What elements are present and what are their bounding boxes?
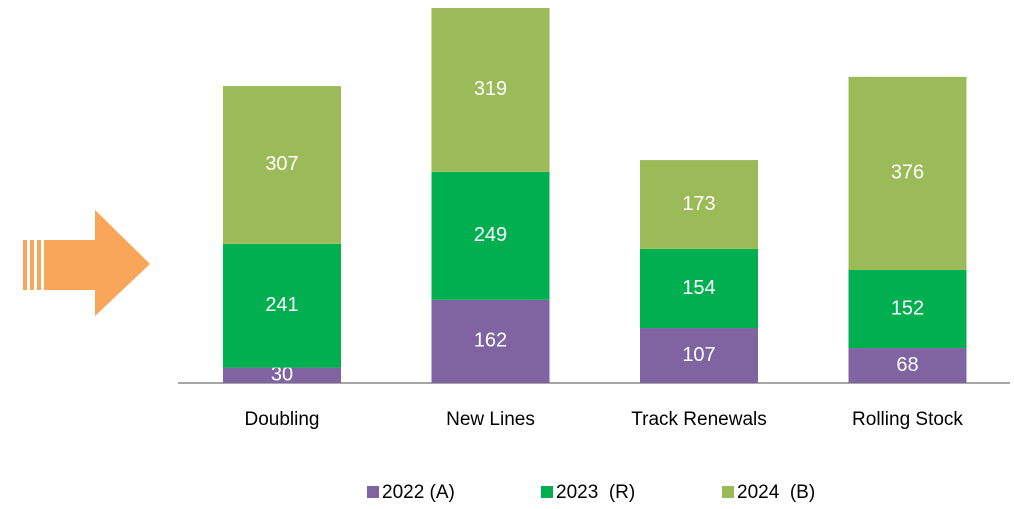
bar-segment — [848, 348, 967, 383]
data-label: 107 — [682, 344, 715, 366]
data-label: 319 — [474, 78, 507, 100]
x-tick-label: Doubling — [245, 409, 320, 430]
data-label: 249 — [474, 224, 507, 246]
data-label: 30 — [271, 363, 293, 385]
bar-segment — [640, 328, 758, 383]
arrow-icon — [23, 210, 150, 316]
data-label: 241 — [265, 294, 298, 316]
x-tick-label: New Lines — [446, 409, 535, 430]
data-label: 376 — [891, 162, 924, 184]
legend-swatch — [541, 486, 553, 498]
bar-segment — [223, 86, 341, 244]
bar-segment — [640, 248, 758, 329]
legend-swatch — [722, 486, 734, 498]
bar-segment — [431, 171, 550, 300]
legend-label: 2022 (A) — [382, 482, 455, 503]
legend-label: 2023 (R) — [556, 482, 635, 503]
data-label: 173 — [682, 193, 715, 215]
x-tick-label: Track Renewals — [631, 409, 767, 430]
bar-segment — [848, 76, 967, 270]
x-tick-label: Rolling Stock — [852, 409, 963, 430]
data-label: 162 — [474, 330, 507, 352]
bar-segment — [431, 8, 550, 172]
data-label: 68 — [896, 354, 918, 376]
bar-segment — [223, 243, 341, 368]
legend-label: 2024 (B) — [737, 482, 815, 503]
data-label: 307 — [265, 153, 298, 175]
bar-segment — [431, 299, 550, 383]
data-label: 154 — [682, 277, 715, 299]
data-label: 152 — [891, 297, 924, 319]
legend-swatch — [367, 486, 379, 498]
bar-segment — [848, 269, 967, 349]
bar-segment — [640, 160, 758, 249]
bar-segment — [223, 367, 341, 383]
